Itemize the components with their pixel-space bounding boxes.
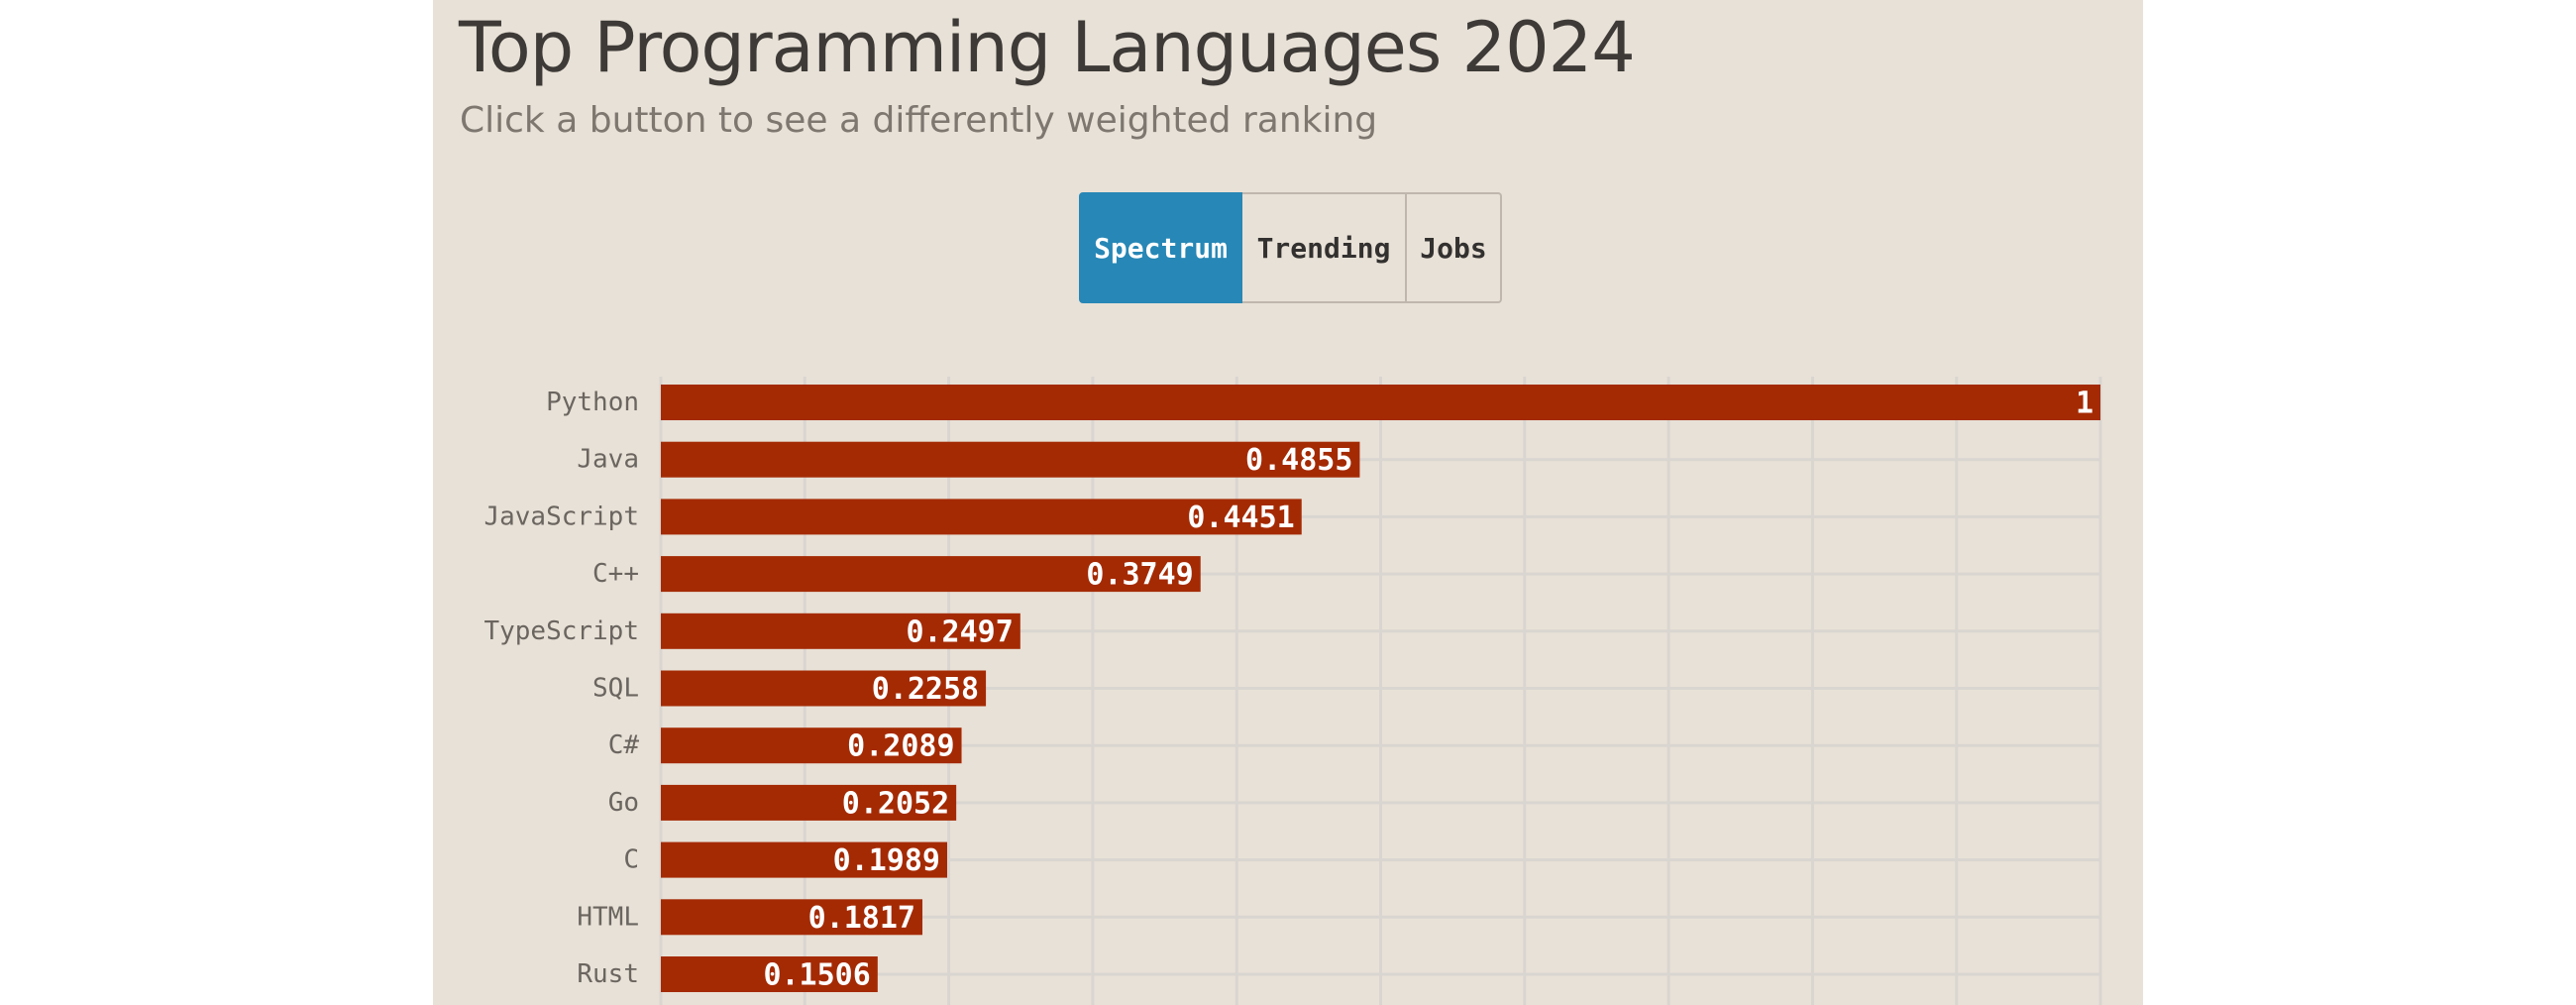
category-label: Java bbox=[577, 445, 639, 475]
category-label: TypeScript bbox=[483, 616, 639, 646]
value-label: 0.1817 bbox=[808, 901, 915, 936]
bar-javascript bbox=[661, 499, 1302, 535]
value-label: 0.2052 bbox=[842, 786, 949, 821]
bar-go bbox=[661, 784, 957, 821]
category-label: Rust bbox=[577, 959, 639, 989]
ranking-button-group: Spectrum Trending Jobs bbox=[1079, 192, 1502, 303]
category-label: SQL bbox=[592, 674, 639, 704]
value-label: 0.1989 bbox=[833, 843, 940, 878]
bar-c- bbox=[661, 556, 1201, 593]
bar-python bbox=[661, 385, 2100, 420]
value-label: 0.2089 bbox=[847, 729, 954, 764]
value-label: 1 bbox=[2076, 387, 2093, 421]
page-subtitle: Click a button to see a differently weig… bbox=[460, 100, 1378, 141]
jobs-button[interactable]: Jobs bbox=[1407, 192, 1502, 303]
bars bbox=[661, 385, 2100, 992]
category-label: C bbox=[623, 845, 639, 875]
category-labels: Python Java JavaScript C++ TypeScript SQL C# Go… bbox=[483, 388, 639, 989]
category-label: C++ bbox=[592, 559, 639, 589]
value-label: 0.4451 bbox=[1187, 501, 1294, 535]
bar-sql bbox=[661, 670, 987, 707]
value-label: 0.1506 bbox=[763, 958, 870, 993]
bar-java bbox=[661, 441, 1360, 478]
category-label: C# bbox=[608, 730, 640, 760]
value-label: 0.4855 bbox=[1245, 443, 1352, 478]
bar-c- bbox=[661, 727, 962, 764]
trending-button[interactable]: Trending bbox=[1242, 192, 1407, 303]
value-labels: 1 0.4855 0.4451 0.3749 0.2497 0.2258 0.2089 0.2… bbox=[763, 387, 2093, 993]
page-title: Top Programming Languages 2024 bbox=[459, 7, 1636, 88]
bar-rust bbox=[661, 956, 878, 992]
bar-html bbox=[661, 899, 923, 936]
bar-typescript bbox=[661, 613, 1020, 649]
value-label: 0.2258 bbox=[872, 672, 979, 707]
category-label: JavaScript bbox=[483, 502, 639, 531]
value-label: 0.2497 bbox=[906, 614, 1013, 649]
value-label: 0.3749 bbox=[1086, 558, 1193, 593]
category-label: HTML bbox=[577, 902, 639, 932]
spectrum-button[interactable]: Spectrum bbox=[1079, 192, 1242, 303]
category-label: Go bbox=[608, 788, 639, 818]
bar-c bbox=[661, 841, 948, 878]
category-label: Python bbox=[546, 388, 639, 417]
